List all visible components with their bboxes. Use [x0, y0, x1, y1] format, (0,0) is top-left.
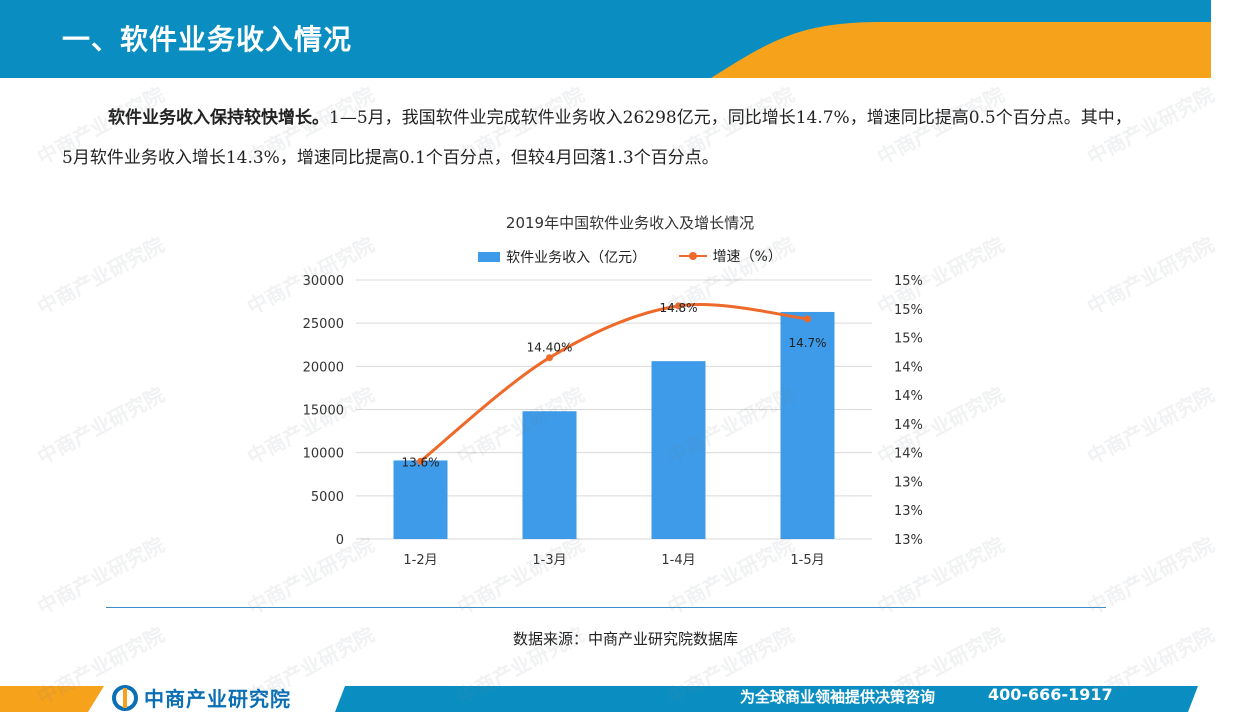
watermark-text: 中商产业研究院 — [1083, 382, 1219, 470]
growth-point — [546, 354, 553, 362]
legend-swatch-line — [678, 250, 707, 262]
revenue-chart: 2019年中国软件业务收入及增长情况 软件业务收入（亿元） 增速（%） 0 500… — [260, 200, 1000, 580]
x-tick-label: 1-4月 — [661, 553, 695, 568]
y-right-tick-label: 14% — [894, 447, 923, 462]
bar-revenue — [780, 311, 835, 539]
chart-legend: 软件业务收入（亿元） 增速（%） — [260, 246, 1000, 267]
legend-label-revenue: 软件业务收入（亿元） — [506, 250, 647, 266]
x-tick-label: 1-2月 — [403, 553, 437, 568]
header-banner: 一、软件业务收入情况 — [0, 0, 1211, 78]
y-right-tick-label: 13% — [894, 504, 923, 519]
summary-paragraph: 软件业务收入保持较快增长。1—5月，我国软件业完成软件业务收入26298亿元，同… — [62, 98, 1142, 178]
y-left-tick-label: 25000 — [303, 317, 344, 332]
divider-line — [106, 607, 1106, 608]
y-right-tick-label: 13% — [894, 475, 923, 490]
growth-point — [675, 302, 682, 310]
footer-shapes — [0, 686, 1198, 712]
legend-item-revenue: 软件业务收入（亿元） — [478, 247, 646, 267]
logo-icon — [112, 684, 138, 711]
data-source: 数据来源：中商产业研究院数据库 — [512, 630, 738, 648]
footer-phone: 400-666-1917 — [988, 685, 1113, 704]
growth-point — [417, 457, 424, 465]
legend-item-growth: 增速（%） — [678, 246, 782, 266]
y-left-tick-label: 10000 — [303, 447, 344, 462]
y-right-tick-label: 14% — [894, 389, 923, 404]
logo-text: 中商产业研究院 — [144, 687, 291, 711]
growth-data-label: 14.8% — [659, 301, 697, 315]
y-left-tick-label: 0 — [336, 533, 344, 548]
y-right-tick-label: 15% — [894, 274, 923, 289]
summary-body: 1—5月，我国软件业完成软件业务收入26298亿元，同比增长14.7%，增速同比… — [62, 108, 1132, 168]
footer-bar — [0, 682, 1251, 718]
summary-lead: 软件业务收入保持较快增长。 — [108, 108, 329, 128]
bar-revenue — [393, 460, 448, 539]
y-left-tick-label: 20000 — [303, 360, 344, 375]
x-tick-label: 1-3月 — [532, 553, 566, 568]
header-accent-shape — [711, 22, 1211, 78]
y-left-tick-label: 30000 — [303, 274, 344, 289]
x-tick-label: 1-5月 — [790, 553, 824, 568]
y-right-tick-label: 14% — [894, 418, 923, 433]
footer-logo: 中商产业研究院 — [112, 683, 291, 712]
bar-revenue — [522, 411, 577, 539]
y-left-tick-label: 15000 — [303, 404, 344, 419]
y-right-tick-label: 14% — [894, 360, 923, 375]
footer-slogan: 为全球商业领袖提供决策咨询 — [740, 688, 936, 706]
growth-line — [419, 302, 808, 463]
growth-data-label: 14.7% — [788, 336, 826, 350]
watermark-text: 中商产业研究院 — [1083, 232, 1219, 320]
growth-data-label: 13.6% — [401, 455, 439, 469]
legend-label-growth: 增速（%） — [712, 249, 782, 265]
growth-data-label: 14.40% — [527, 341, 573, 355]
watermark-text: 中商产业研究院 — [33, 382, 169, 470]
y-left-tick-label: 5000 — [311, 490, 344, 505]
y-right-tick-label: 15% — [894, 303, 923, 318]
chart-plot: 0 5000 10000 15000 20000 25000 30000 13% 13% 13% 1… — [303, 274, 923, 568]
page-title: 一、软件业务收入情况 — [62, 23, 353, 56]
chart-title: 2019年中国软件业务收入及增长情况 — [505, 214, 755, 232]
legend-swatch-bar — [478, 252, 501, 262]
bar-revenue — [651, 361, 706, 539]
y-right-tick-label: 13% — [894, 533, 923, 548]
watermark-text: 中商产业研究院 — [33, 232, 169, 320]
growth-point — [804, 315, 811, 323]
y-right-tick-label: 15% — [894, 332, 923, 347]
